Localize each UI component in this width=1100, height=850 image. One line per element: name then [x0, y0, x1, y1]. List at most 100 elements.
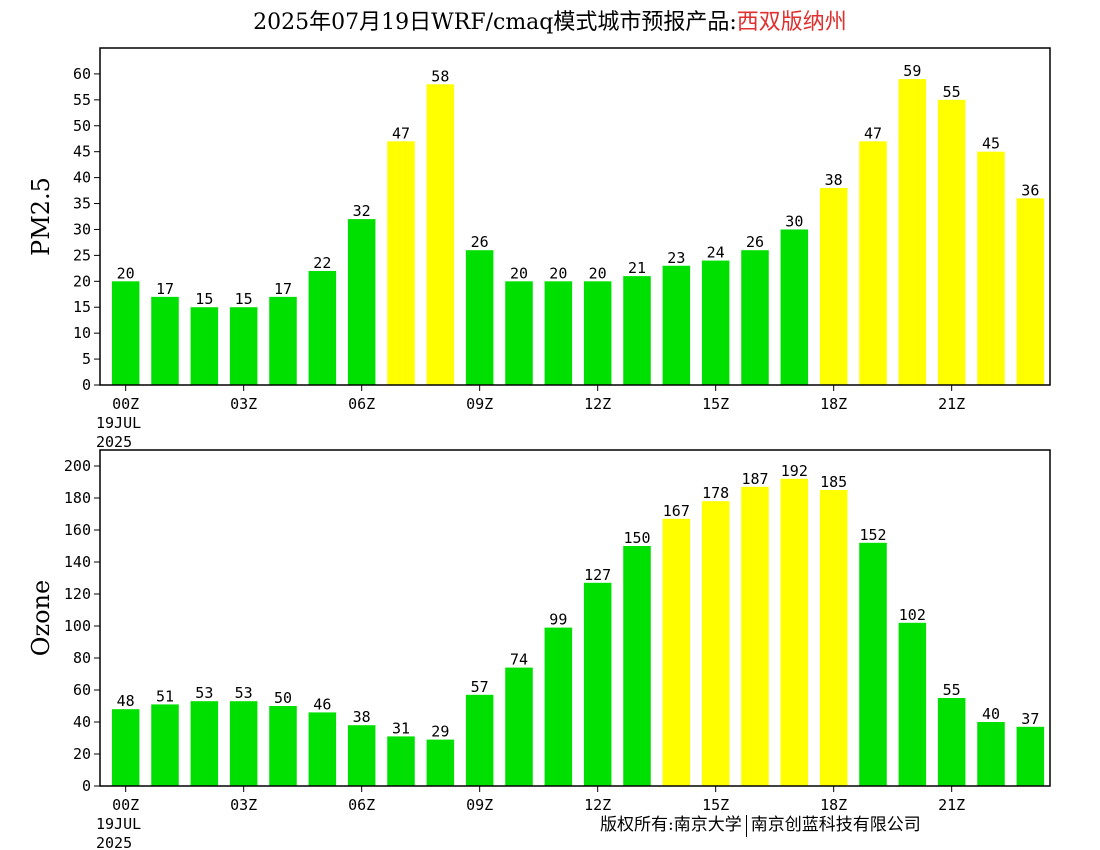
bar — [819, 187, 848, 385]
bar-value-label: 36 — [1021, 181, 1039, 199]
y-tick-label: 30 — [73, 220, 91, 238]
bar — [662, 265, 691, 385]
bar-value-label: 20 — [510, 264, 528, 282]
bar — [347, 725, 376, 786]
bar-value-label: 31 — [392, 719, 410, 737]
y-tick-label: 10 — [73, 324, 91, 342]
bar-value-label: 187 — [741, 470, 768, 488]
bar-value-label: 21 — [628, 259, 646, 277]
bar-value-label: 74 — [510, 651, 528, 669]
y-tick-label: 35 — [73, 195, 91, 213]
bar — [623, 546, 651, 786]
bar — [819, 490, 848, 786]
x-tick-label: 06Z — [348, 395, 375, 413]
bar — [308, 270, 337, 385]
bar-value-label: 26 — [471, 233, 489, 251]
bar — [190, 701, 219, 786]
y-tick-label: 180 — [64, 489, 91, 507]
footer-separator — [745, 814, 747, 837]
bar — [544, 627, 573, 786]
x-tick-label: 15Z — [702, 395, 729, 413]
y-tick-label: 5 — [82, 350, 91, 368]
bar — [741, 250, 769, 385]
bar-value-label: 40 — [982, 705, 1000, 723]
bar-value-label: 185 — [820, 473, 847, 491]
bar-value-label: 15 — [235, 290, 253, 308]
bar — [780, 229, 809, 385]
bar — [308, 712, 337, 786]
copyright-footer: 版权所有:南京大学 南京创蓝科技有限公司 — [600, 810, 921, 837]
bar-value-label: 38 — [825, 171, 843, 189]
bar-value-label: 55 — [943, 681, 961, 699]
bar — [544, 281, 573, 385]
y-tick-label: 140 — [64, 553, 91, 571]
bar — [1016, 726, 1045, 786]
bar — [583, 281, 612, 385]
bar — [780, 478, 809, 786]
bar — [111, 709, 140, 786]
y-tick-label: 55 — [73, 91, 91, 109]
bar — [662, 518, 691, 786]
bar-value-label: 15 — [195, 290, 213, 308]
plot-frame — [99, 47, 1051, 386]
bar-value-label: 47 — [392, 124, 410, 142]
bar — [387, 141, 415, 385]
y-axis-label: PM2.5 — [27, 177, 55, 256]
x-tick-label: 03Z — [230, 796, 257, 814]
bar-value-label: 192 — [781, 462, 808, 480]
bar-value-label: 20 — [589, 264, 607, 282]
x-tick-label: 09Z — [466, 395, 493, 413]
bar — [269, 296, 297, 385]
y-axis-label: Ozone — [27, 580, 55, 656]
bar-value-label: 17 — [156, 280, 174, 298]
bar-value-label: 23 — [667, 249, 685, 267]
bar — [505, 667, 533, 786]
bar-value-label: 53 — [235, 684, 253, 702]
copyright-left: 版权所有:南京大学 — [600, 815, 742, 835]
bar-value-label: 26 — [746, 233, 764, 251]
bar — [347, 219, 376, 385]
bar-value-label: 37 — [1021, 710, 1039, 728]
x-date-label: 19JUL — [96, 815, 141, 833]
bar-value-label: 57 — [471, 678, 489, 696]
bar — [229, 701, 258, 786]
y-tick-label: 0 — [82, 777, 91, 795]
bar-value-label: 150 — [623, 529, 650, 547]
bar — [859, 141, 887, 385]
x-tick-label: 12Z — [584, 395, 611, 413]
bar — [937, 698, 966, 786]
bar — [465, 250, 494, 385]
x-tick-label: 18Z — [820, 395, 847, 413]
bar — [977, 722, 1005, 786]
y-tick-label: 20 — [73, 272, 91, 290]
y-tick-label: 20 — [73, 745, 91, 763]
bar — [583, 582, 612, 786]
y-tick-label: 15 — [73, 298, 91, 316]
bar-value-label: 127 — [584, 566, 611, 584]
bar — [151, 296, 179, 385]
bar-value-label: 99 — [549, 611, 567, 629]
chart-title: 2025年07月19日WRF/cmaq模式城市预报产品:西双版纳州 — [0, 4, 1100, 36]
bar-value-label: 32 — [353, 202, 371, 220]
chart-title-prefix: 2025年07月19日WRF/cmaq模式城市预报产品: — [253, 10, 737, 35]
x-tick-label: 00Z — [112, 796, 139, 814]
bar-value-label: 22 — [313, 254, 331, 272]
y-tick-label: 60 — [73, 681, 91, 699]
bar-value-label: 20 — [117, 264, 135, 282]
bar-value-label: 30 — [785, 212, 803, 230]
bar-value-label: 178 — [702, 484, 729, 502]
bar-value-label: 20 — [549, 264, 567, 282]
bar — [151, 704, 179, 786]
x-date-label: 2025 — [96, 433, 132, 451]
bar — [190, 307, 219, 385]
x-tick-label: 21Z — [938, 395, 965, 413]
bar — [898, 79, 927, 385]
chart-panel-ozone: 48 51 53 53 50 46 38 31 29 57 74 99 127 150 167 178 187 1… — [27, 449, 1051, 850]
bar-value-label: 53 — [195, 684, 213, 702]
bar — [1016, 198, 1045, 385]
bar — [465, 694, 494, 786]
bar — [701, 501, 730, 786]
bar-value-label: 167 — [663, 502, 690, 520]
bar — [898, 622, 927, 786]
x-date-label: 19JUL — [96, 414, 141, 432]
